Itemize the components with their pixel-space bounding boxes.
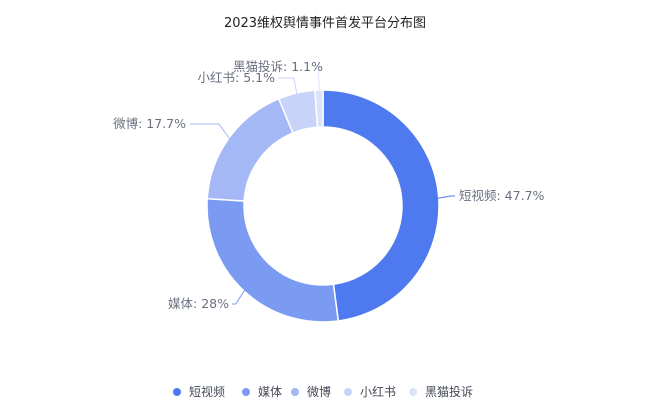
chart-title: 2023维权舆情事件首发平台分布图 — [224, 15, 426, 31]
legend-item-5[interactable]: 黑猫投诉 — [409, 384, 473, 399]
legend-item-1[interactable]: 短视频 — [173, 384, 225, 399]
data-label-2: 媒体: 28% — [168, 296, 229, 311]
legend-label: 小红书 — [360, 384, 396, 399]
legend-marker-icon — [291, 388, 299, 396]
legend-item-2[interactable]: 媒体 — [242, 385, 282, 399]
legend-marker-icon — [409, 388, 417, 396]
data-label-1: 短视频: 47.7% — [459, 188, 545, 203]
leader-line-1 — [436, 195, 455, 199]
slice-1 — [322, 89, 440, 322]
legend-label: 黑猫投诉 — [425, 384, 473, 399]
data-label-4: 小红书: 5.1% — [198, 70, 276, 85]
legend-marker-icon — [173, 388, 181, 396]
slice-3 — [206, 97, 294, 202]
legend-item-4[interactable]: 小红书 — [344, 384, 396, 399]
slices-group — [206, 89, 440, 323]
leader-line-2 — [232, 289, 246, 305]
legend-marker-icon — [344, 388, 352, 396]
legend-label: 短视频 — [189, 384, 225, 399]
leader-line-4 — [278, 77, 298, 96]
legend-label: 微博 — [307, 384, 331, 399]
slice-5 — [314, 89, 324, 128]
data-label-3: 微博: 17.7% — [113, 116, 186, 131]
legend-item-3[interactable]: 微博 — [291, 384, 331, 399]
labels-group: 短视频: 47.7% 媒体: 28% 微博: 17.7% 小红书: 5.1%黑猫投诉:… — [113, 59, 544, 311]
legend: 短视频 媒体 微博 小红书 黑猫投诉 — [173, 384, 473, 399]
legend-label: 媒体 — [258, 385, 282, 399]
leader-line-3 — [190, 123, 231, 140]
data-label-5: 黑猫投诉: 1.1% — [233, 59, 323, 74]
leader-line-5 — [318, 61, 320, 93]
legend-marker-icon — [242, 388, 250, 396]
